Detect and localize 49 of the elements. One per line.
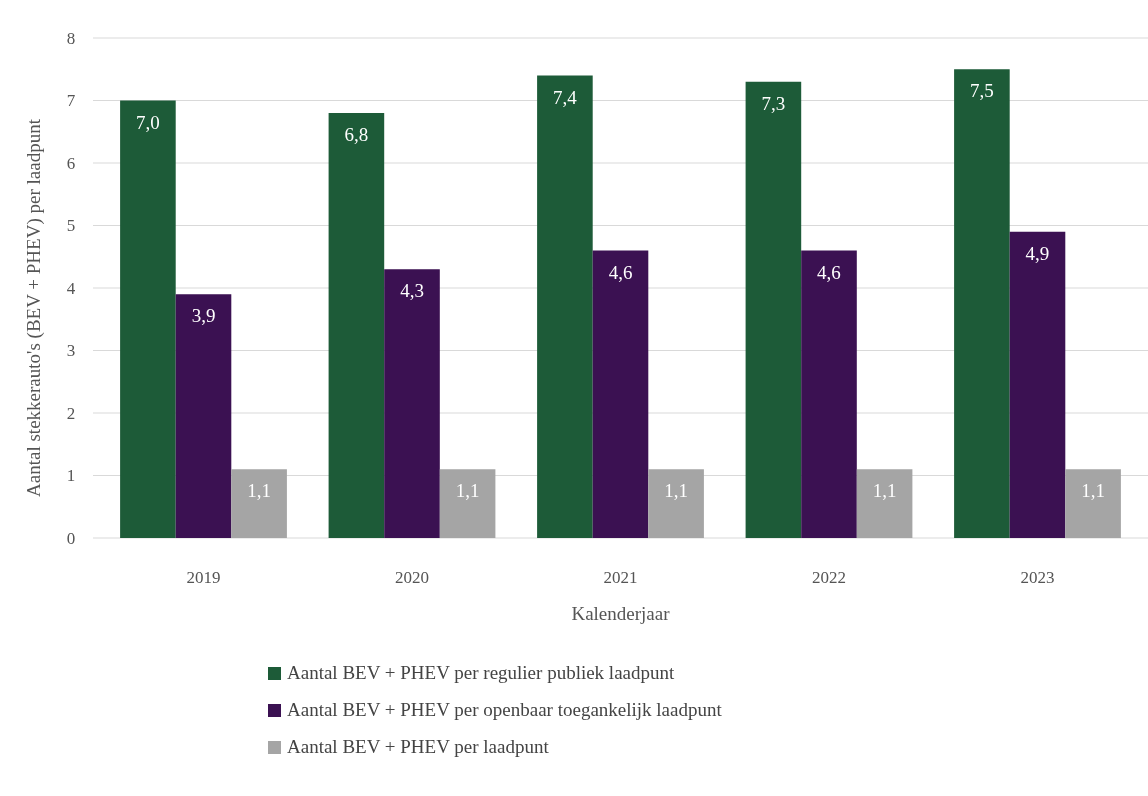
x-axis-title: Kalenderjaar (571, 603, 671, 624)
y-tick-label: 6 (66, 153, 76, 173)
bar (439, 469, 496, 538)
data-label: 7,4 (553, 86, 578, 108)
x-tick-label: 2019 (186, 568, 221, 587)
y-tick-label: 8 (66, 28, 76, 48)
bar (592, 250, 649, 538)
bar (1009, 231, 1066, 538)
data-label: 7,0 (136, 111, 160, 133)
bar (954, 69, 1010, 538)
data-label: 1,1 (455, 480, 480, 502)
x-tick-label: 2023 (1020, 568, 1055, 587)
bar (745, 81, 802, 538)
x-tick-label: 2020 (395, 568, 429, 587)
data-label: 3,9 (191, 305, 216, 327)
bar (328, 113, 385, 538)
legend-label: Aantal BEV + PHEV per openbaar toegankelijk laadpunt (287, 699, 723, 720)
data-label: 4,6 (608, 261, 633, 283)
y-axis-title: Aantal stekkerauto's (BEV + PHEV) per laadpunt (23, 118, 45, 497)
y-tick-label: 3 (66, 341, 76, 361)
bar (801, 250, 857, 538)
bar (384, 269, 440, 538)
data-label: 7,3 (761, 92, 786, 114)
data-label: 4,3 (400, 280, 424, 302)
x-tick-label: 2022 (812, 568, 846, 587)
data-label: 4,6 (817, 261, 841, 283)
bar (231, 469, 287, 538)
y-tick-label: 1 (66, 466, 76, 486)
bar (120, 100, 176, 538)
bar (537, 75, 593, 538)
y-tick-label: 7 (66, 91, 76, 111)
legend-label: Aantal BEV + PHEV per laadpunt (287, 736, 550, 757)
y-tick-label: 2 (66, 403, 76, 423)
legend-label: Aantal BEV + PHEV per regulier publiek laadpunt (287, 662, 676, 683)
data-label: 6,8 (344, 124, 369, 145)
data-label: 1,1 (1081, 480, 1105, 502)
data-label: 1,1 (872, 480, 897, 502)
x-tick-label: 2021 (603, 568, 638, 587)
bar (1065, 469, 1121, 538)
bar (175, 294, 232, 538)
data-label: 1,1 (664, 480, 688, 502)
y-tick-label: 5 (66, 216, 76, 236)
bar (856, 469, 913, 538)
y-tick-label: 0 (66, 528, 76, 548)
data-label: 4,9 (1025, 242, 1050, 264)
data-label: 7,5 (970, 80, 994, 102)
bar (648, 469, 704, 538)
data-label: 1,1 (247, 480, 271, 502)
y-tick-label: 4 (66, 278, 76, 298)
